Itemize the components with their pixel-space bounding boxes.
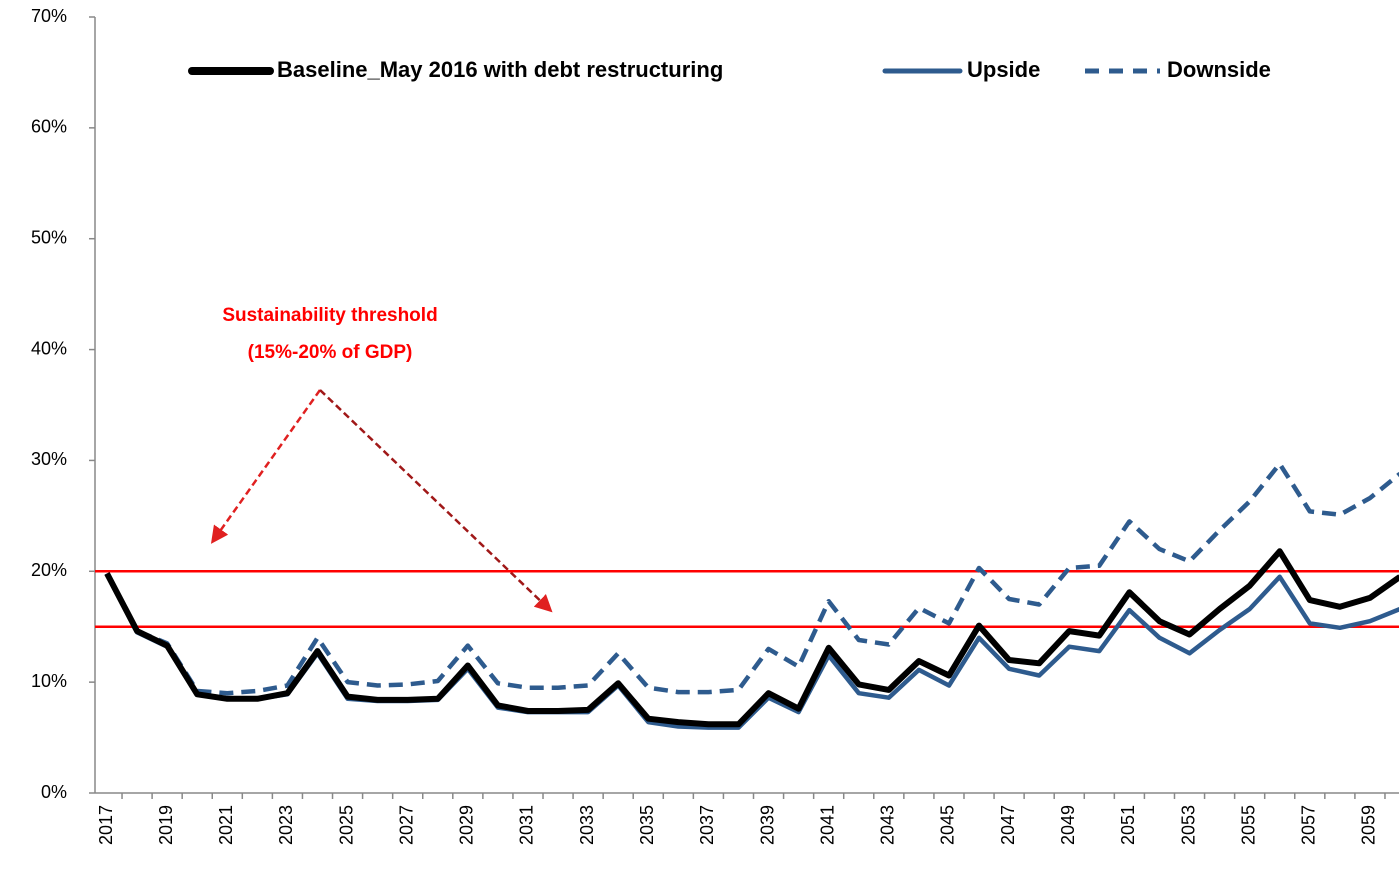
annotation: (15%-20% of GDP)	[248, 342, 413, 363]
annotation: Sustainability threshold	[222, 305, 437, 326]
series-line	[105, 461, 1399, 696]
y-tick-label: 70%	[31, 6, 67, 26]
arrow	[319, 389, 553, 613]
series-line	[104, 548, 1399, 728]
x-tick-label: 2035	[637, 805, 657, 845]
x-tick-label: 2019	[156, 805, 176, 845]
x-tick-label: 2049	[1058, 805, 1078, 845]
y-tick-label: 60%	[31, 117, 67, 137]
y-tick-label: 50%	[31, 227, 67, 247]
y-tick-label: 0%	[41, 782, 67, 802]
x-tick-label: 2037	[697, 805, 717, 845]
x-tick-label: 2039	[757, 805, 777, 845]
x-tick-label: 2057	[1299, 805, 1319, 845]
plot-area	[104, 461, 1399, 730]
legend-label: Downside	[1167, 57, 1271, 82]
x-tick-label: 2023	[276, 805, 296, 845]
x-tick-label: 2041	[817, 805, 837, 845]
x-tick-label: 2043	[878, 805, 898, 845]
x-tick-label: 2021	[216, 805, 236, 845]
x-tick-label: 2017	[96, 805, 116, 845]
series-line	[104, 572, 1399, 730]
y-tick-label: 10%	[31, 671, 67, 691]
x-tick-label: 2053	[1178, 805, 1198, 845]
x-tick-label: 2027	[396, 805, 416, 845]
x-tick-label: 2059	[1359, 805, 1379, 845]
x-tick-label: 2055	[1238, 805, 1258, 845]
arrow	[210, 389, 322, 544]
x-tick-label: 2031	[517, 805, 537, 845]
x-tick-label: 2045	[938, 805, 958, 845]
x-tick-label: 2047	[998, 805, 1018, 845]
x-tick-label: 2051	[1118, 805, 1138, 845]
legend-label: Baseline_May 2016 with debt restructurin…	[277, 57, 723, 82]
y-tick-label: 30%	[31, 449, 67, 469]
x-tick-label: 2025	[336, 805, 356, 845]
y-tick-label: 20%	[31, 560, 67, 580]
x-tick-label: 2029	[457, 805, 477, 845]
legend-label: Upside	[967, 57, 1040, 82]
x-tick-label: 2033	[577, 805, 597, 845]
y-tick-label: 40%	[31, 338, 67, 358]
